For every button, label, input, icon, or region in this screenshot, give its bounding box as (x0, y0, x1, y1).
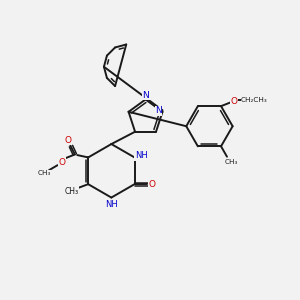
Text: O: O (58, 158, 65, 167)
Text: CH₂CH₃: CH₂CH₃ (241, 97, 268, 103)
Text: O: O (65, 136, 72, 145)
Text: CH₃: CH₃ (225, 159, 238, 165)
Text: CH₃: CH₃ (37, 170, 51, 176)
Text: NH: NH (106, 200, 118, 208)
Text: CH₃: CH₃ (64, 187, 78, 196)
Text: N: N (155, 106, 162, 116)
Text: NH: NH (135, 152, 147, 160)
Text: N: N (142, 91, 149, 100)
Text: O: O (230, 97, 237, 106)
Text: O: O (148, 180, 156, 189)
